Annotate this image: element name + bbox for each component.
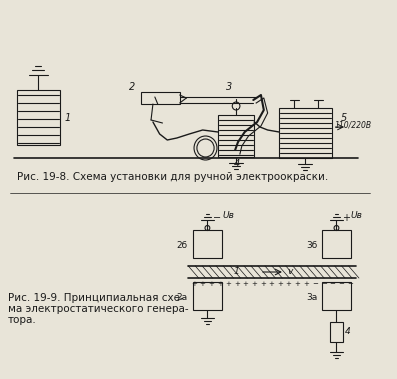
Bar [141,92,180,104]
Text: +: + [286,281,292,287]
Text: −: − [347,281,353,287]
Text: +: + [217,281,223,287]
Text: +: + [251,281,257,287]
Text: 3а: 3а [306,293,317,302]
Text: Рис. 19-9. Принципиальная схе-: Рис. 19-9. Принципиальная схе- [8,293,183,303]
Bar [322,230,351,258]
Text: +: + [342,213,350,223]
Text: 4: 4 [345,327,351,337]
Text: 2б: 2б [176,241,187,249]
Text: −: − [312,281,318,287]
Bar [193,230,222,258]
Text: +: + [191,281,197,287]
Text: +: + [268,281,274,287]
Text: Рис. 19-8. Схема установки для ручной электроокраски.: Рис. 19-8. Схема установки для ручной эл… [17,172,328,182]
Bar [279,108,331,158]
Text: −: − [213,213,221,223]
Text: тора.: тора. [8,315,37,325]
Bar [193,282,222,310]
Text: −: − [330,281,335,287]
Text: −: − [338,281,344,287]
Text: 5: 5 [341,113,347,123]
Text: ма электростатического генера-: ма электростатического генера- [8,304,188,314]
Text: +: + [243,281,249,287]
Text: 2а: 2а [176,293,187,302]
Text: 1: 1 [64,113,70,123]
Text: 3: 3 [226,82,233,92]
Text: +: + [200,281,206,287]
Text: +: + [294,281,300,287]
Bar [330,322,343,342]
Text: v: v [288,268,293,277]
Text: +: + [277,281,283,287]
Text: Uв: Uв [351,210,363,219]
Text: 3б: 3б [306,241,317,249]
Bar [322,282,351,310]
Text: 2: 2 [129,82,135,92]
Bar [17,90,60,145]
Text: +: + [234,281,240,287]
Text: 110/220В: 110/220В [335,121,372,130]
Bar [218,115,254,157]
Text: +: + [260,281,266,287]
Text: 4: 4 [234,159,240,169]
Text: Uв: Uв [223,210,235,219]
Text: +: + [225,281,231,287]
Text: +: + [208,281,214,287]
Text: −: − [321,281,327,287]
Text: 1: 1 [233,268,239,277]
Text: +: + [303,281,309,287]
